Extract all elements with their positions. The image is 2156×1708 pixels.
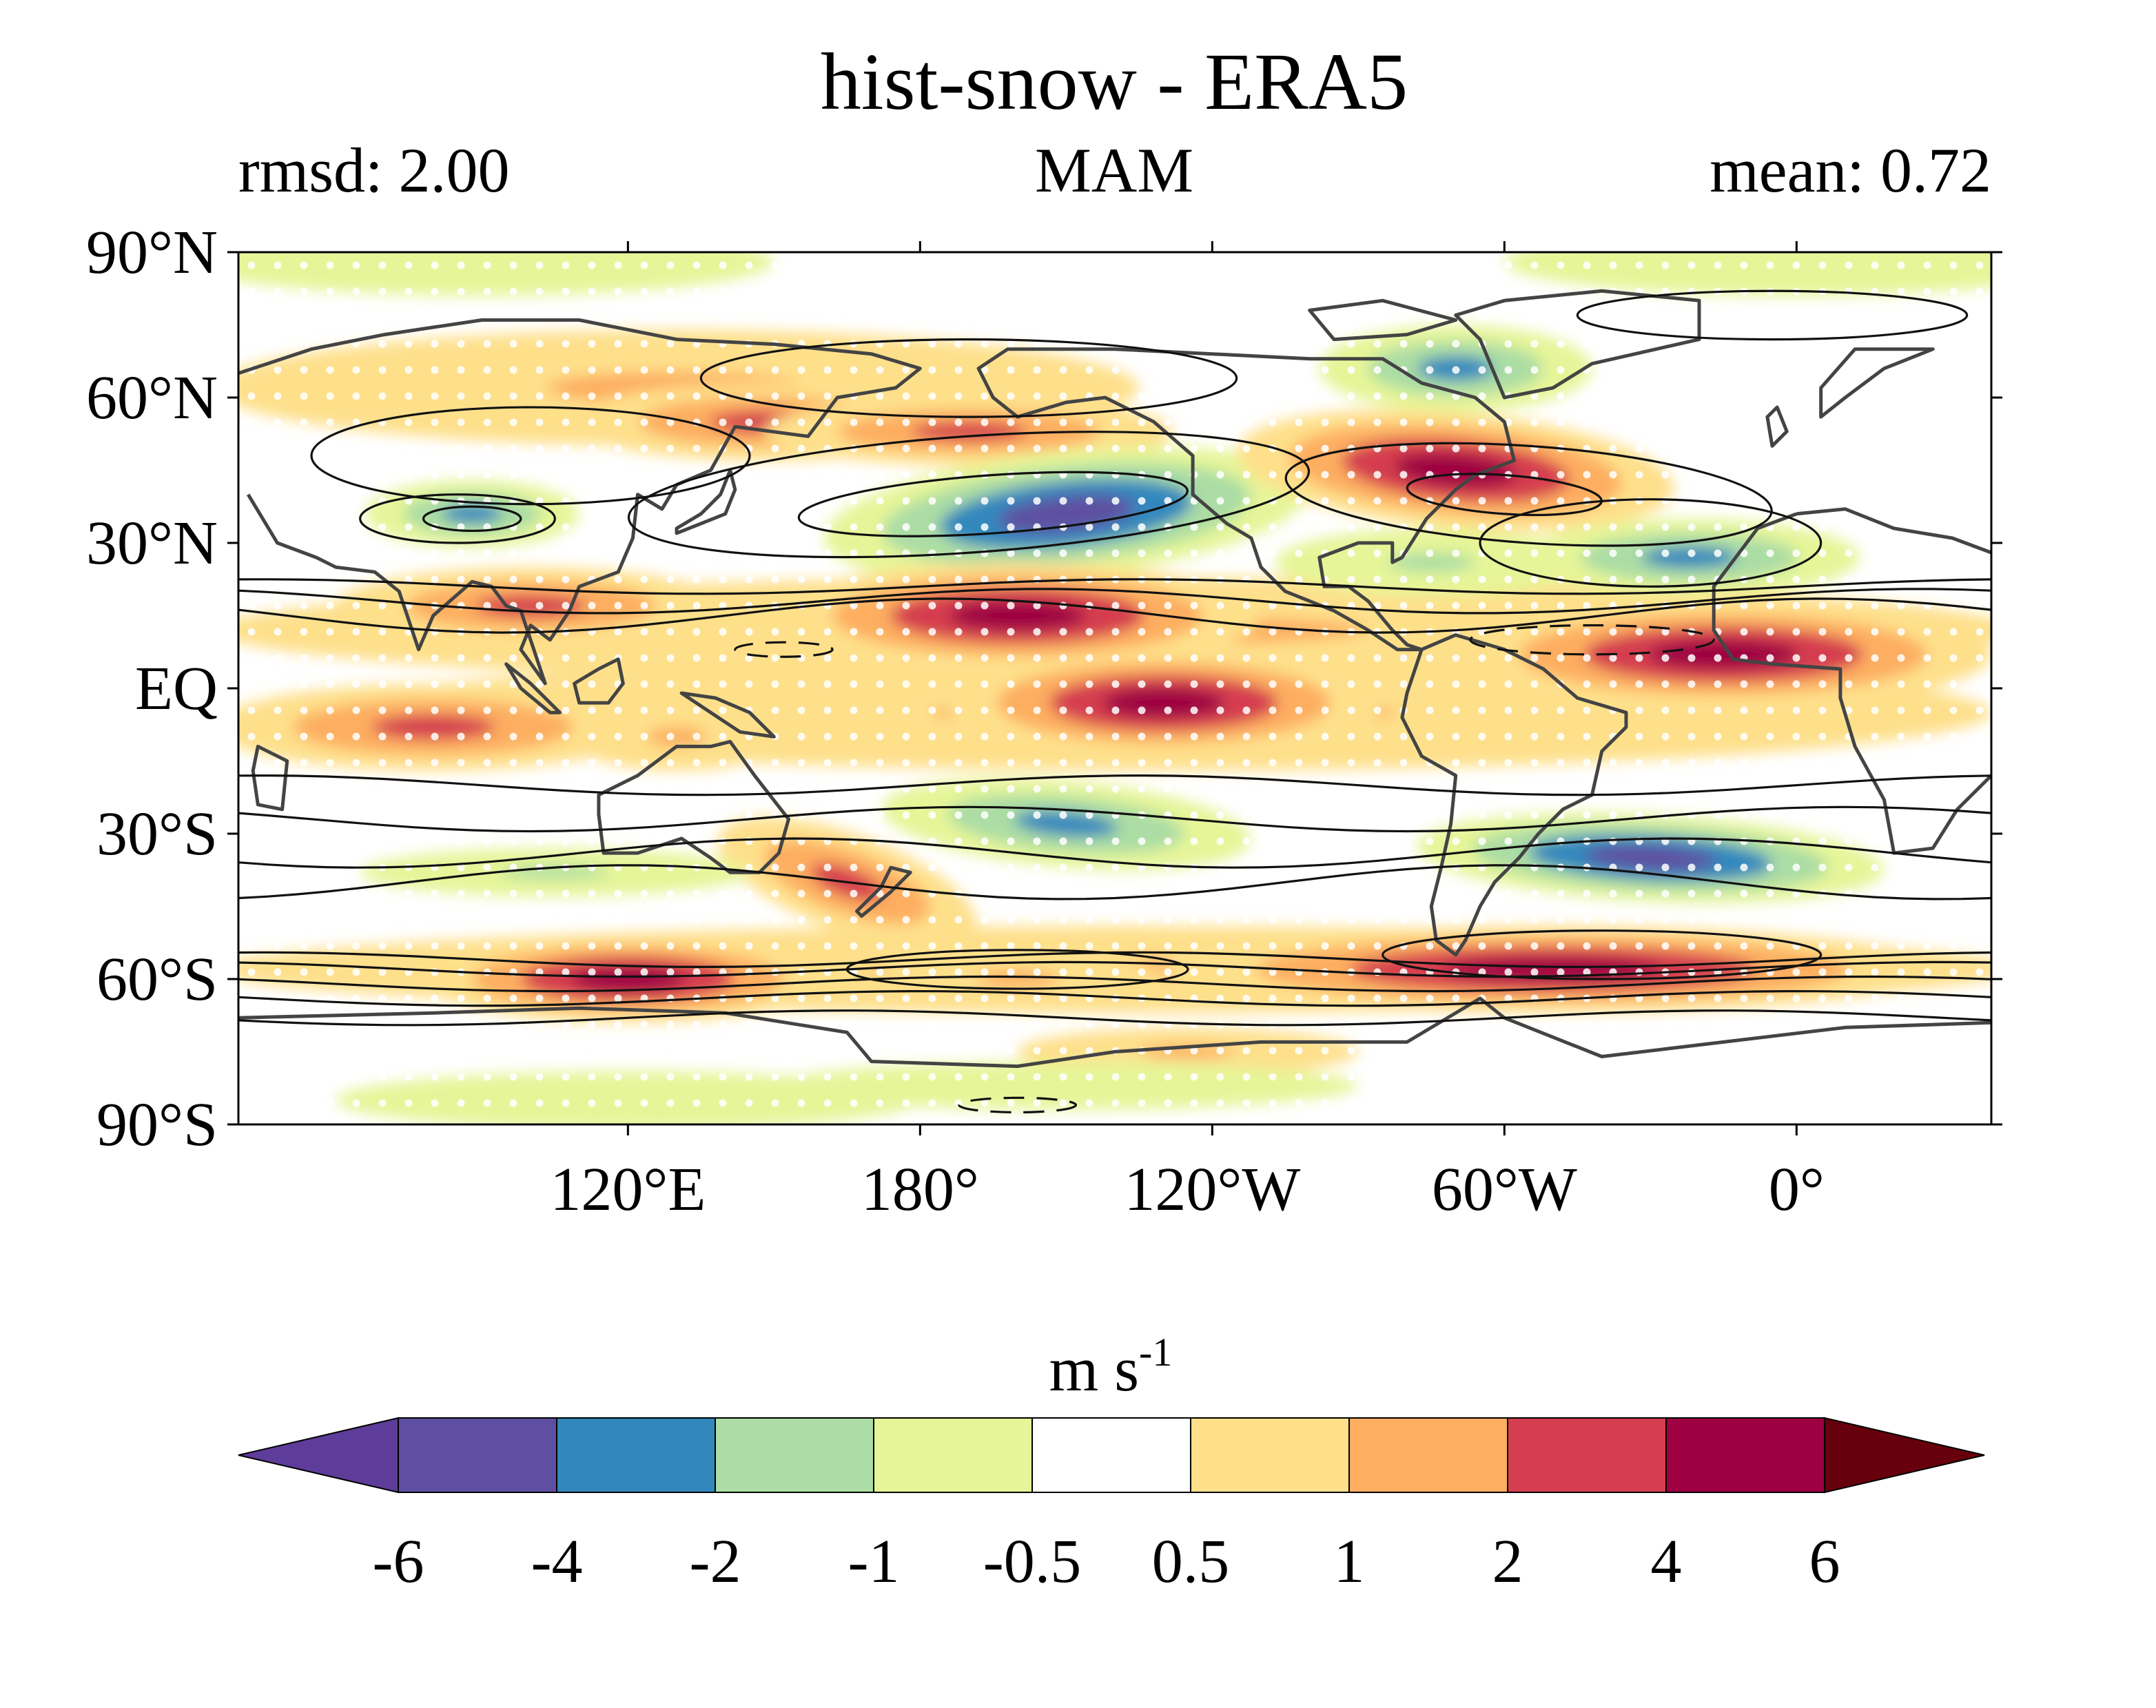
colorbar-level-label: 4 [1651, 1527, 1682, 1596]
lon-tick-label: 60°W [1432, 1155, 1577, 1224]
rmsd-label: rmsd: 2.00 [238, 135, 510, 205]
contour-pacific-jet-outer [627, 431, 1311, 559]
colorbar-swatch [398, 1417, 557, 1493]
coast-borneo [573, 657, 625, 705]
lat-tick-label: 90°N [86, 218, 218, 287]
colorbar [238, 1417, 1985, 1494]
contour-southern-jet-3 [238, 989, 1991, 1007]
colorbar-swatch [1031, 1417, 1191, 1493]
lon-tick-label: 180° [861, 1155, 979, 1224]
contour-south-2 [238, 837, 1991, 869]
contour-arctic [1576, 289, 1969, 341]
colorbar-extend-low [238, 1417, 399, 1494]
colorbar-level-label: 1 [1334, 1527, 1365, 1596]
mean-label: mean: 0.72 [1710, 135, 1991, 205]
significance-stippling [238, 252, 1991, 1124]
contour-tibet-b [422, 505, 522, 533]
coast-british-isles [1765, 405, 1789, 448]
lon-tick-label: 120°W [1124, 1155, 1300, 1224]
longitude-axis: 120°E 180° 120°W 60°W 0° [550, 241, 1825, 1224]
coast-africa [1796, 507, 1991, 555]
coast-arctic-islands [1308, 298, 1458, 342]
colorbar-level-label: 0.5 [1152, 1527, 1230, 1596]
contour-subtropical-north-0 [238, 578, 1991, 595]
colorbar-swatch [715, 1417, 874, 1493]
contour-south-3 [238, 864, 1991, 901]
colorbar-swatch [1190, 1417, 1350, 1493]
coast-eurasia [238, 318, 922, 686]
coast-madagascar [251, 744, 289, 812]
season-label: MAM [1035, 135, 1193, 205]
contour-maritime-dash [734, 641, 834, 658]
contour-subtropical-north-1 [238, 588, 1991, 615]
coast-sumatra [504, 662, 562, 714]
colorbar-swatch [1507, 1417, 1667, 1493]
colorbar-tick-labels: -6 -4 -2 -1 -0.5 0.5 1 2 4 6 [373, 1527, 1840, 1596]
lat-tick-label: 30°N [86, 509, 218, 577]
coastlines [238, 289, 1991, 1069]
contour-southern-jet-2 [238, 975, 1991, 993]
colorbar-swatch [873, 1417, 1033, 1493]
lat-tick-label: 60°N [86, 364, 218, 432]
map-title: hist-snow - ERA5 [821, 37, 1408, 127]
lon-tick-label: 0° [1769, 1155, 1825, 1224]
lat-tick-label: 90°S [96, 1091, 218, 1159]
lat-tick-label: 60°S [96, 945, 218, 1014]
colorbar-unit: m s-1 [1049, 1330, 1173, 1404]
contour-southern-jet-4 [238, 1009, 1991, 1027]
contour-antarctic-dash [958, 1096, 1078, 1114]
climatology-contours [238, 289, 1991, 1114]
map-panel [238, 252, 1991, 1124]
colorbar-level-label: 6 [1809, 1527, 1840, 1596]
contour-subtropical-north-2 [238, 597, 1991, 634]
colorbar-level-label: -1 [848, 1527, 900, 1596]
lon-tick-label: 120°E [550, 1155, 706, 1224]
contour-asia-jet [310, 406, 751, 506]
contour-south-1 [238, 805, 1991, 833]
coast-south-america [1400, 633, 1628, 957]
colorbar-level-label: -0.5 [983, 1527, 1081, 1596]
colorbar-extend-high [1824, 1417, 1985, 1494]
colorbar-level-label: -2 [690, 1527, 741, 1596]
contour-south-atlantic-low [1469, 624, 1715, 656]
colorbar-level-label: -6 [373, 1527, 424, 1596]
coast-scandinavia [1819, 347, 1935, 419]
colorbar-swatch [1665, 1417, 1825, 1493]
contour-northwest [699, 338, 1238, 418]
contour-north-atlantic [1479, 498, 1823, 588]
contour-southern-jet-1 [238, 960, 1991, 978]
lat-tick-label: EQ [135, 655, 218, 723]
contour-south-0 [238, 774, 1991, 796]
lat-tick-label: 30°S [96, 800, 218, 868]
coast-west-africa [1712, 512, 1991, 855]
contour-pacific-jet-inner [797, 471, 1189, 537]
contour-southern-pacific [845, 949, 1189, 990]
colorbar-level-label: 2 [1492, 1527, 1523, 1596]
colorbar-unit-base: m s [1049, 1334, 1139, 1404]
coast-australia [597, 739, 790, 874]
colorbar-unit-exponent: -1 [1139, 1330, 1172, 1375]
contour-tibet-a [359, 493, 556, 544]
coast-new-guinea [679, 691, 776, 739]
colorbar-swatch [556, 1417, 716, 1493]
colorbar-level-label: -4 [531, 1527, 583, 1596]
contour-southern-atlantic [1382, 929, 1823, 980]
colorbar-swatch [1348, 1417, 1508, 1493]
latitude-axis: 90°N 60°N 30°N EQ 30°S 60°S 90°S [86, 218, 2002, 1159]
coast-antarctica [238, 996, 1991, 1069]
